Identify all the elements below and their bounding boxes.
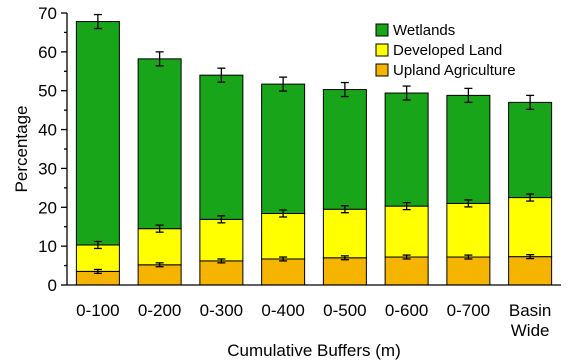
bar-1-0 [75, 244, 120, 272]
y-tick-label-2: 20 [38, 198, 57, 217]
x-tick-label-line: 0-300 [200, 301, 243, 320]
x-tick-label-line: 0-500 [323, 301, 366, 320]
bar-2-3 [261, 83, 306, 215]
bar-1-5 [384, 205, 429, 258]
x-tick-label-3: 0-400 [261, 301, 304, 320]
x-axis-title: Cumulative Buffers (m) [227, 341, 401, 360]
bar-0-1 [137, 264, 182, 286]
bar-1-1 [137, 228, 182, 266]
bar-1-6 [446, 202, 491, 258]
bar-1-7 [508, 197, 553, 258]
x-tick-label-7: Basin Wide [509, 301, 552, 340]
x-tick-label-line: 0-400 [261, 301, 304, 320]
legend-swatch-1 [375, 43, 389, 57]
bar-2-5 [384, 92, 429, 207]
x-tick-label-line: Wide [511, 321, 550, 340]
bar-0-4 [322, 257, 367, 286]
error-bar-group [93, 13, 535, 274]
x-tick-label-4: 0-500 [323, 301, 366, 320]
bar-0-5 [384, 256, 429, 286]
x-tick-label-2: 0-300 [200, 301, 243, 320]
y-tick-label-6: 60 [38, 43, 57, 62]
legend-label-1: Developed Land [393, 42, 502, 59]
y-tick-label-1: 10 [38, 237, 57, 256]
x-tick-label-6: 0-700 [447, 301, 490, 320]
x-tick-label-0: 0-100 [76, 301, 119, 320]
axes: 0 10 20 30 40 50 60 70 0-100 0-200 0-300 0-400 0-500… [12, 4, 561, 360]
x-tick-label-1: 0-200 [138, 301, 181, 320]
y-tick-label-0: 0 [48, 276, 57, 295]
bar-2-4 [322, 89, 367, 210]
bar-2-1 [137, 58, 182, 230]
bar-1-2 [199, 218, 244, 262]
bar-0-7 [508, 256, 553, 286]
legend-label-0: Wetlands [393, 22, 455, 39]
y-axis-title: Percentage [12, 106, 31, 193]
y-tick-label-5: 50 [38, 82, 57, 101]
y-tick-label-4: 40 [38, 121, 57, 140]
legend: Wetlands Developed Land Upland Agriculture [375, 22, 516, 79]
x-tick-label-line: 0-700 [447, 301, 490, 320]
bar-1-3 [261, 213, 306, 260]
bar-2-2 [199, 74, 244, 220]
x-tick-label-line: 0-100 [76, 301, 119, 320]
bar-2-7 [508, 101, 553, 199]
bar-2-6 [446, 94, 491, 204]
x-tick-label-line: 0-200 [138, 301, 181, 320]
legend-swatch-0 [375, 23, 389, 37]
bar-2-0 [75, 21, 120, 246]
bar-0-2 [199, 260, 244, 286]
y-tick-label-3: 30 [38, 159, 57, 178]
x-tick-label-line: 0-600 [385, 301, 428, 320]
bar-0-3 [261, 258, 306, 286]
legend-label-2: Upland Agriculture [393, 62, 516, 79]
bar-1-4 [322, 208, 367, 259]
x-tick-label-line: Basin [509, 301, 552, 320]
bar-0-6 [446, 256, 491, 286]
x-tick-label-5: 0-600 [385, 301, 428, 320]
y-tick-label-7: 70 [38, 4, 57, 23]
legend-swatch-2 [375, 63, 389, 77]
